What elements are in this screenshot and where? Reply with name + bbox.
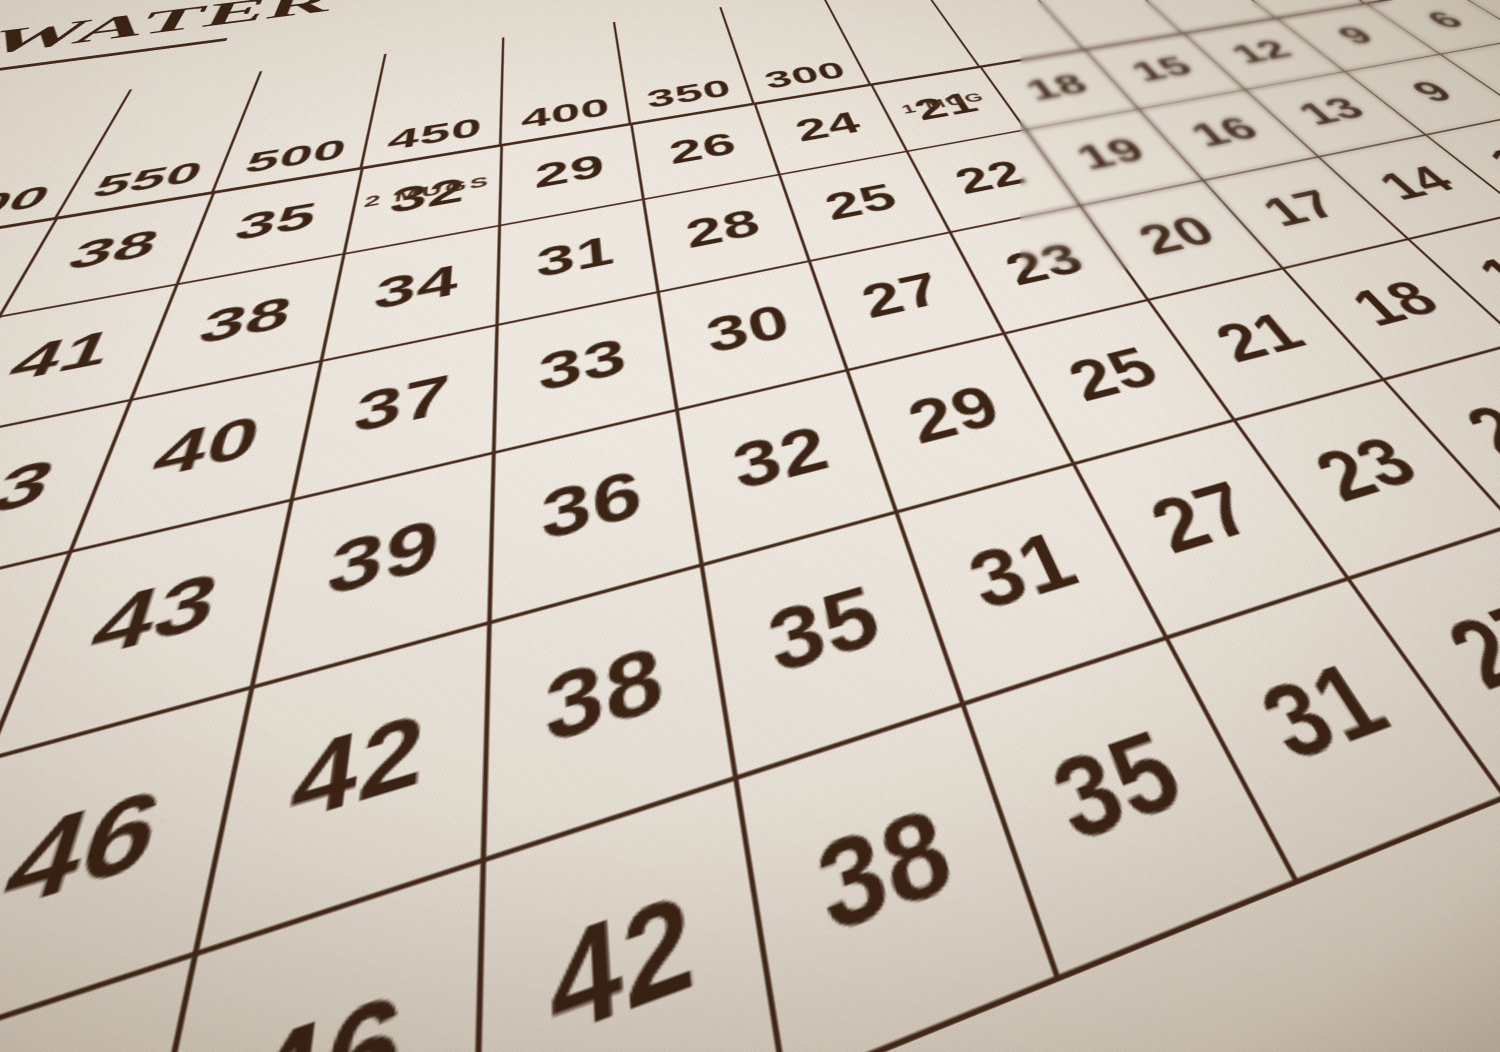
col-rule xyxy=(916,0,980,66)
col-rule xyxy=(498,37,504,145)
dose-cell: 29 xyxy=(498,123,644,226)
col-rule xyxy=(53,89,132,218)
col-rule xyxy=(820,0,871,84)
water-col-400: 400 xyxy=(498,0,632,146)
water-col-label: 400 xyxy=(521,93,612,135)
water-col-350: 350 xyxy=(610,0,755,124)
col-rule xyxy=(613,21,632,124)
water-col-450: 450 2 MUGS xyxy=(359,7,505,211)
col-rule xyxy=(211,71,263,192)
col-rule xyxy=(1007,0,1084,49)
col-rule xyxy=(719,7,755,103)
col-rule xyxy=(359,53,387,168)
